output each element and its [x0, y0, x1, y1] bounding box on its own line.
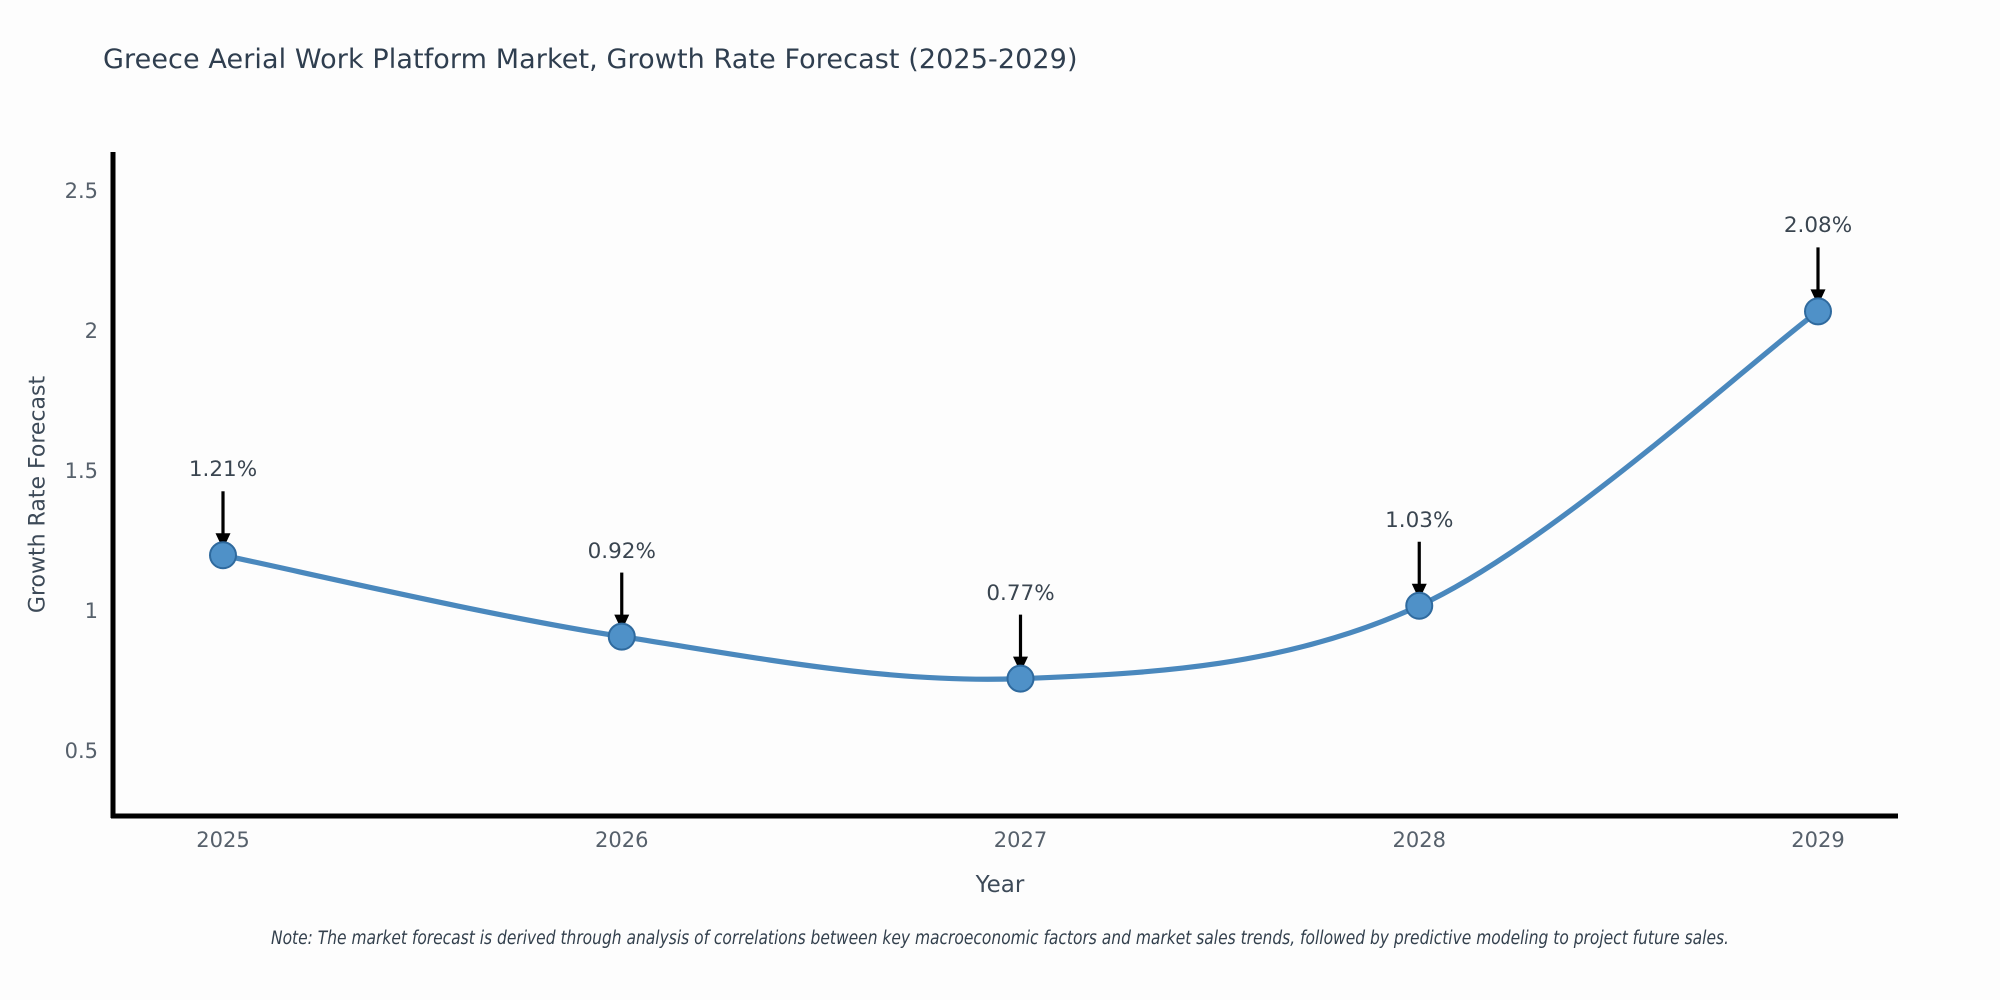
chart-title: Greece Aerial Work Platform Market, Grow…	[103, 44, 1078, 75]
data-point-label: 2.08%	[1783, 213, 1853, 239]
annotation-arrows	[215, 247, 1826, 673]
data-marker[interactable]	[1804, 297, 1832, 326]
x-tick-label: 2026	[595, 828, 649, 852]
y-tick-label: 0.5	[64, 739, 98, 764]
y-axis-label: Growth Rate Forecast	[25, 375, 51, 614]
data-marker[interactable]	[1006, 664, 1035, 693]
y-tick-label: 2	[84, 318, 98, 343]
data-marker[interactable]	[1405, 591, 1434, 620]
x-tick-label: 2027	[993, 828, 1048, 852]
y-tick-label: 2.5	[64, 178, 98, 203]
chart-footnote: Note: The market forecast is derived thr…	[271, 928, 1729, 949]
data-point-label: 0.92%	[587, 538, 656, 564]
data-markers	[209, 297, 1832, 693]
data-marker[interactable]	[607, 622, 636, 651]
data-point-label: 0.77%	[986, 580, 1055, 606]
x-tick-label: 2029	[1791, 828, 1845, 852]
y-tick-label: 1	[84, 599, 98, 624]
data-marker[interactable]	[209, 541, 237, 570]
y-tick-label: 1.5	[64, 458, 98, 483]
x-axis-label: Year	[975, 872, 1025, 898]
x-tick-label: 2028	[1392, 828, 1446, 852]
x-tick-label: 2025	[196, 828, 250, 852]
data-point-label: 1.03%	[1385, 507, 1454, 533]
data-point-label: 1.21%	[188, 457, 258, 483]
